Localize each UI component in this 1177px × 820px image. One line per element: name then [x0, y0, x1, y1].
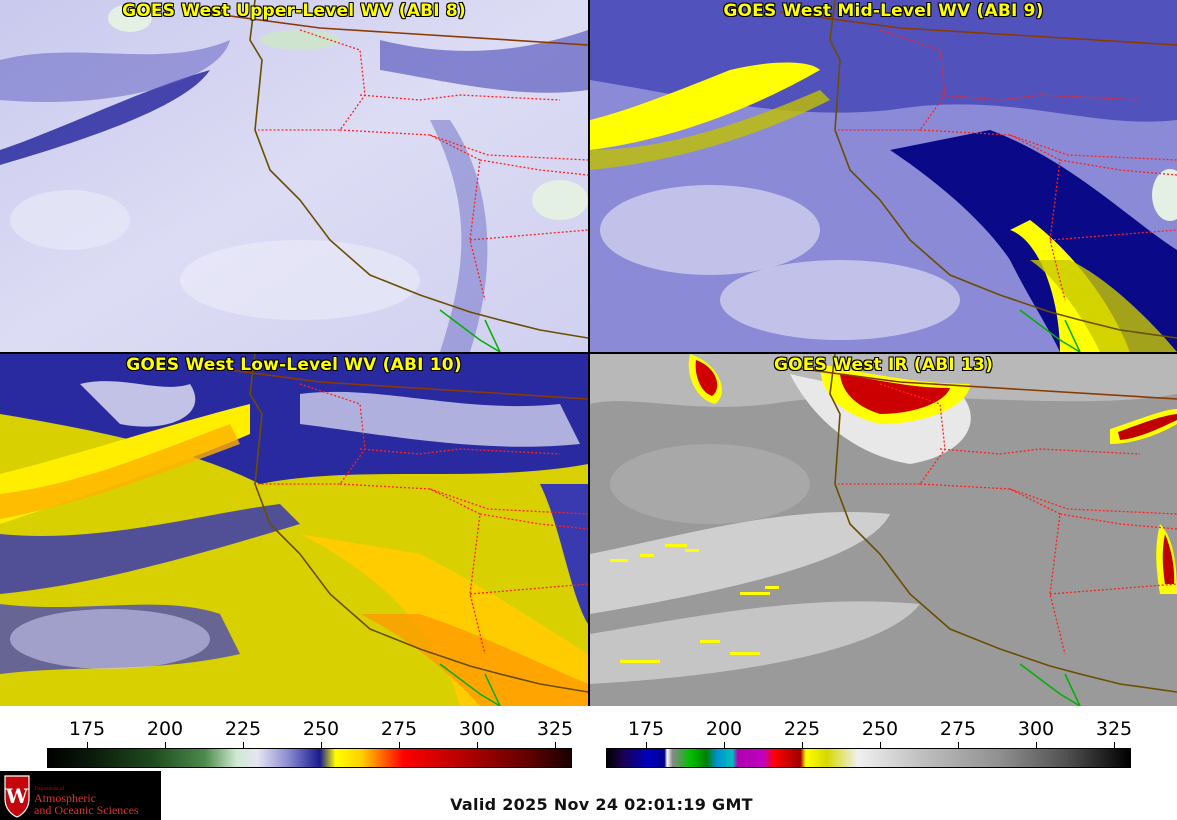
- wv-tick-label: 300: [458, 718, 496, 740]
- ir-tick-mark: [880, 742, 881, 748]
- wv-tick-mark: [87, 742, 88, 748]
- ir-image: [590, 354, 1177, 706]
- logo-line1: Department of: [35, 787, 65, 792]
- low-level-wv-image: [0, 354, 588, 706]
- ir-tick-mark: [1114, 742, 1115, 748]
- wv-color-gradient: [47, 748, 572, 768]
- ir-tick-mark: [958, 742, 959, 748]
- ir-tick-label: 175: [627, 718, 665, 740]
- wv-tick-label: 275: [380, 718, 418, 740]
- ir-tick-mark: [724, 742, 725, 748]
- mid-level-wv-panel: GOES West Mid-Level WV (ABI 9): [590, 0, 1177, 352]
- ir-tick-label: 225: [783, 718, 821, 740]
- logo-line2: Atmospheric: [34, 791, 96, 805]
- panel-divider-vertical: [588, 0, 590, 706]
- uw-crest-icon: W: [4, 775, 30, 818]
- ir-tick-mark: [1036, 742, 1037, 748]
- upper-level-wv-title: GOES West Upper-Level WV (ABI 8): [122, 1, 466, 21]
- ir-tick-label: 300: [1017, 718, 1055, 740]
- valid-time: Valid 2025 Nov 24 02:01:19 GMT: [450, 795, 753, 814]
- ir-title: GOES West IR (ABI 13): [773, 355, 994, 375]
- wv-tick-label: 175: [68, 718, 106, 740]
- wv-tick-mark: [243, 742, 244, 748]
- ir-tick-label: 325: [1095, 718, 1133, 740]
- low-level-wv-panel: GOES West Low-Level WV (ABI 10): [0, 354, 588, 706]
- wv-tick-label: 225: [224, 718, 262, 740]
- ir-tick-label: 200: [705, 718, 743, 740]
- wv-tick-mark: [321, 742, 322, 748]
- low-level-wv-title: GOES West Low-Level WV (ABI 10): [126, 355, 462, 375]
- wv-tick-mark: [399, 742, 400, 748]
- ir-panel: GOES West IR (ABI 13): [590, 354, 1177, 706]
- mid-level-wv-title: GOES West Mid-Level WV (ABI 9): [723, 1, 1044, 21]
- upper-level-wv-image: [0, 0, 588, 352]
- ir-color-gradient: [606, 748, 1131, 768]
- wv-tick-mark: [477, 742, 478, 748]
- wv-tick-label: 250: [302, 718, 340, 740]
- wv-tick-mark: [165, 742, 166, 748]
- ir-tick-label: 275: [939, 718, 977, 740]
- uw-aos-logo[interactable]: W Department of Atmospheric and Oceanic …: [0, 771, 161, 820]
- wv-tick-label: 325: [536, 718, 574, 740]
- logo-line3: and Oceanic Sciences: [34, 803, 139, 817]
- ir-tick-mark: [802, 742, 803, 748]
- ir-tick-mark: [646, 742, 647, 748]
- wv-tick-mark: [555, 742, 556, 748]
- ir-tick-label: 250: [861, 718, 899, 740]
- mid-level-wv-image: [590, 0, 1177, 352]
- upper-level-wv-panel: GOES West Upper-Level WV (ABI 8): [0, 0, 588, 352]
- wv-tick-label: 200: [146, 718, 184, 740]
- crest-letter: W: [5, 784, 29, 808]
